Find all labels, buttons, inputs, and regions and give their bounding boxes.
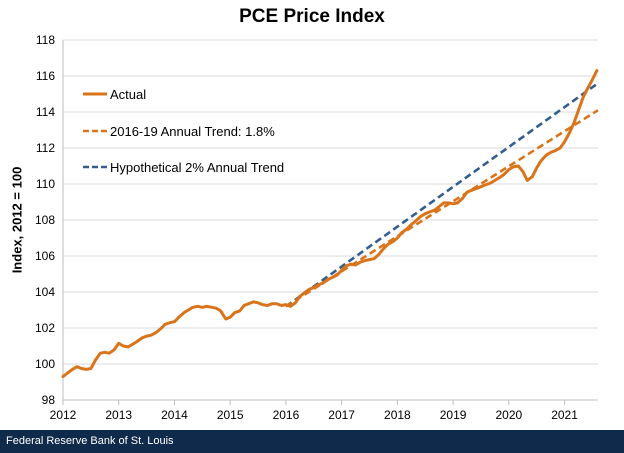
chart-svg: 98 100 102 104 106 108 110 112 114 116 118 2012 201…: [35, 33, 599, 422]
x-tick-label: 2019: [440, 408, 467, 422]
x-tick-label: 2012: [50, 408, 77, 422]
x-tick-label: 2020: [495, 408, 522, 422]
y-tick-label: 104: [35, 285, 55, 299]
x-tick-label: 2017: [328, 408, 355, 422]
x-tick-label: 2013: [105, 408, 132, 422]
y-tick-label: 110: [36, 177, 55, 191]
y-tick-label: 118: [36, 33, 55, 47]
footer-source: Federal Reserve Bank of St. Louis: [0, 430, 624, 453]
y-axis-label: Index, 2012 = 100: [9, 166, 25, 274]
chart-title: PCE Price Index: [239, 6, 385, 27]
legend-label-0: Actual: [110, 87, 146, 102]
x-tick-label: 2018: [384, 408, 411, 422]
y-tick-label: 102: [35, 321, 55, 335]
x-tick-label: 2014: [161, 408, 188, 422]
y-tick-label: 112: [36, 141, 55, 155]
x-tick-label: 2021: [551, 408, 578, 422]
x-tick-label: 2016: [273, 408, 300, 422]
y-tick-label: 116: [36, 69, 55, 83]
x-tick-label: 2015: [217, 408, 244, 422]
y-tick-label: 106: [35, 249, 55, 263]
chart-area: PCE Price Index Index, 2012 = 100 98 100 1…: [9, 6, 599, 422]
y-tick-label: 114: [36, 105, 55, 119]
y-tick-label: 100: [35, 357, 55, 371]
series-line-2: [285, 82, 599, 308]
series-line-0: [61, 69, 599, 379]
y-tick-label: 98: [42, 393, 56, 407]
legend-label-2: Hypothetical 2% Annual Trend: [110, 160, 284, 175]
legend-label-1: 2016-19 Annual Trend: 1.8%: [110, 124, 275, 139]
y-tick-label: 108: [35, 213, 55, 227]
